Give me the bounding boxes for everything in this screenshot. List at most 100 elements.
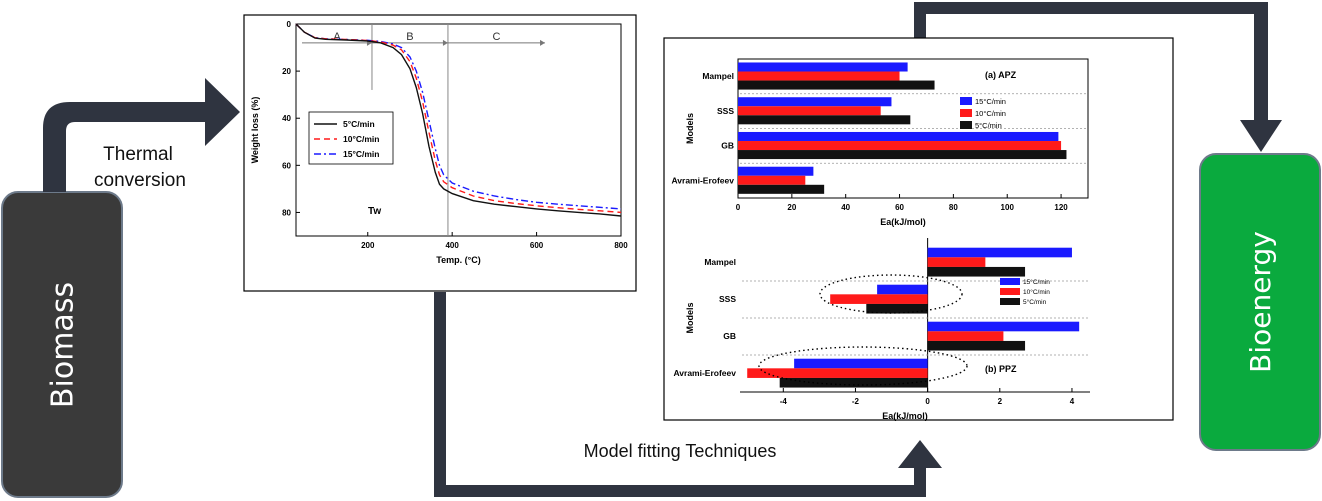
tga-ytick-label: 60 <box>282 161 291 170</box>
ppz-chart-bar <box>794 358 928 369</box>
ppz-chart-legend-swatch <box>1000 288 1020 295</box>
ppz-chart-legend-label: 10°C/min <box>1023 288 1050 296</box>
ppz-chart-xtick-label: -4 <box>780 397 788 406</box>
ppz-chart-bar <box>927 266 1026 277</box>
tga-xtick-label: 800 <box>614 241 628 250</box>
tga-xtick-label: 600 <box>530 241 544 250</box>
bioenergy-node <box>1199 153 1321 451</box>
tga-xtick-label: 400 <box>445 241 459 250</box>
ppz-chart-bar <box>747 368 928 378</box>
ppz-chart-ylabel: Models <box>685 302 695 333</box>
apz-chart-legend-swatch <box>960 121 972 129</box>
tga-ytick-label: 80 <box>282 208 291 217</box>
apz-chart-xtick-label: 0 <box>736 203 741 212</box>
ppz-chart-bar <box>866 303 928 314</box>
apz-chart-legend-label: 10°C/min <box>975 109 1006 118</box>
apz-chart-bar <box>738 131 1059 142</box>
ppz-chart-xtick-label: 4 <box>1070 397 1075 406</box>
tga-stage-arrowhead <box>442 39 448 46</box>
ppz-chart-bar <box>927 257 986 267</box>
tga-legend-label: 5°C/min <box>343 119 375 129</box>
apz-chart-plot-frame <box>737 58 1089 199</box>
apz-chart-bar <box>738 141 1062 151</box>
thermal-label-line2: conversion <box>94 170 186 191</box>
tga-panel: 200 400 600 800 0 20 40 60 80 Temp. (°C) Weight lo… <box>243 14 637 292</box>
apz-chart-annotation: (a) APZ <box>985 70 1017 80</box>
ppz-chart-bar <box>779 377 928 388</box>
ppz-chart-bar <box>927 247 1072 258</box>
ppz-chart-legend-swatch <box>1000 278 1020 285</box>
ppz-chart-legend-label: 15°C/min <box>1023 278 1050 286</box>
ppz-chart-xtick-label: 0 <box>925 397 930 406</box>
apz-chart-legend-label: 5°C/min <box>975 121 1002 130</box>
tga-stage-label: B <box>406 31 413 43</box>
apz-chart-legend-swatch <box>960 97 972 105</box>
tga-stage-label: C <box>493 31 501 43</box>
apz-chart-legend-swatch <box>960 109 972 117</box>
apz-chart-xtick-label: 40 <box>841 203 850 212</box>
tga-chart: 200 400 600 800 0 20 40 60 80 Temp. (°C) Weight lo… <box>250 20 628 265</box>
ppz-chart-bar <box>830 294 928 304</box>
ppz-chart-xtick-label: 2 <box>998 397 1003 406</box>
tga-xlabel: Temp. (°C) <box>436 255 480 265</box>
apz-chart-bar <box>738 166 814 176</box>
tga-ytick-label: 0 <box>287 20 292 29</box>
thermal-label-line1: Thermal <box>103 144 173 165</box>
model-panel: 0 20 40 60 80 100 120MampelSSSGBAvrami-Erofeev… <box>663 37 1174 421</box>
tga-stage-arrowhead <box>540 39 546 46</box>
apz-chart-bar <box>738 115 911 125</box>
apz-chart-xtick-label: 100 <box>1001 203 1015 212</box>
ppz-chart-legend-label: 5°C/min <box>1023 298 1047 306</box>
tga-legend-label: 15°C/min <box>343 149 379 159</box>
ppz-chart-xlabel: Ea(kJ/mol) <box>882 411 928 421</box>
ppz-chart-highlight-ellipse <box>758 346 968 386</box>
tga-xtick-label: 200 <box>361 241 375 250</box>
tga-ylabel: Weight loss (%) <box>250 97 260 164</box>
tga-ytick-label: 20 <box>282 67 291 76</box>
apz-chart-category-label: GB <box>721 141 734 151</box>
ppz-chart-bar <box>927 340 1026 351</box>
model-fitting-label: Model fitting Techniques <box>584 441 777 461</box>
ppz-chart-bar <box>877 284 928 295</box>
ppz-chart-category-label: Mampel <box>704 257 736 267</box>
tga-legend <box>308 111 394 165</box>
tga-series-line <box>295 23 622 217</box>
ppz-chart-category-label: SSS <box>719 294 736 304</box>
bioenergy-label: Bioenergy <box>1244 231 1277 373</box>
tga-annotation: Tw <box>368 206 381 217</box>
apz-chart-xtick-label: 120 <box>1054 203 1068 212</box>
apz-chart: 0 20 40 60 80 100 120 Mampel SSS GB Avrami-Erofeev… <box>671 58 1089 227</box>
apz-chart-xtick-label: 80 <box>949 203 958 212</box>
apz-chart-legend-label: 15°C/min <box>975 97 1006 106</box>
ppz-chart-bar <box>927 321 1080 332</box>
apz-chart-bar <box>738 175 806 185</box>
apz-chart-xtick-label: 60 <box>895 203 904 212</box>
tga-plot-frame <box>295 23 622 237</box>
ppz-chart-xtick-label: -2 <box>852 397 860 406</box>
apz-chart-category-label: Avrami-Erofeev <box>671 175 734 185</box>
tga-ytick-label: 40 <box>282 114 291 123</box>
apz-chart-ylabel: Models <box>685 113 695 144</box>
apz-chart-bar <box>738 106 881 116</box>
apz-chart-category-label: Mampel <box>702 71 734 81</box>
ppz-chart-highlight-ellipse <box>819 274 963 314</box>
tga-stage-label: A <box>333 31 341 43</box>
ppz-chart-category-label: Avrami-Erofeev <box>673 368 736 378</box>
ppz-chart-legend-swatch <box>1000 298 1020 305</box>
ppz-chart-category-label: GB <box>723 331 736 341</box>
apz-chart-xtick-label: 20 <box>787 203 796 212</box>
apz-chart-category-label: SSS <box>717 106 734 116</box>
thermal-conversion-arrow <box>43 78 240 192</box>
ppz-chart-annotation: (b) PPZ <box>985 364 1017 374</box>
tga-legend-label: 10°C/min <box>343 134 379 144</box>
apz-chart-bar <box>738 184 825 194</box>
apz-chart-xlabel: Ea(kJ/mol) <box>880 217 926 227</box>
ppz-chart: -4 -2 0 2 4 Mampel SSS GB Avrami-Erofeev Ea(kJ/mo… <box>673 238 1090 421</box>
apz-chart-bar <box>738 62 908 72</box>
ppz-chart-bar <box>927 331 1004 341</box>
biomass-label: Biomass <box>46 282 81 408</box>
apz-chart-bar <box>738 71 900 81</box>
apz-chart-bar <box>738 97 892 107</box>
apz-chart-bar <box>738 80 935 90</box>
